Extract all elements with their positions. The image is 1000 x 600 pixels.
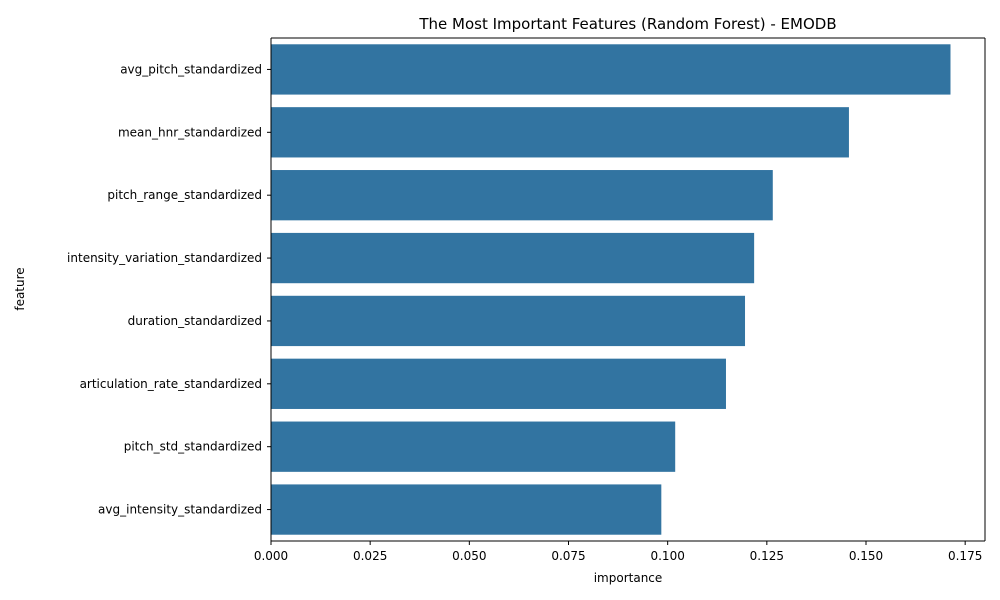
bar-avg_intensity_standardized <box>271 484 662 535</box>
y-tick-label: avg_pitch_standardized <box>120 62 262 76</box>
y-tick-label: intensity_variation_standardized <box>67 251 262 265</box>
x-axis-label: importance <box>594 571 663 585</box>
y-axis-label: feature <box>13 267 27 310</box>
x-tick-label: 0.175 <box>948 549 982 563</box>
x-axis-ticks: 0.000 0.025 0.050 0.075 0.100 0.125 0.150 0.175 <box>254 541 982 563</box>
chart-title: The Most Important Features (Random Fore… <box>418 15 836 33</box>
x-tick-label: 0.100 <box>650 549 684 563</box>
x-tick-label: 0.025 <box>353 549 387 563</box>
bar-mean_hnr_standardized <box>271 107 849 158</box>
bars-group <box>271 44 951 535</box>
y-tick-label: duration_standardized <box>128 314 262 328</box>
bar-articulation_rate_standardized <box>271 358 726 409</box>
bar-duration_standardized <box>271 295 746 347</box>
y-tick-label: mean_hnr_standardized <box>118 125 262 139</box>
y-tick-label: pitch_range_standardized <box>107 188 262 202</box>
x-tick-label: 0.125 <box>750 549 784 563</box>
x-tick-label: 0.150 <box>849 549 883 563</box>
x-tick-label: 0.050 <box>452 549 486 563</box>
bar-intensity_variation_standardized <box>271 232 755 284</box>
y-tick-label: articulation_rate_standardized <box>80 377 262 391</box>
y-tick-label: avg_intensity_standardized <box>98 503 262 517</box>
x-tick-label: 0.000 <box>254 549 288 563</box>
y-axis-ticks: avg_pitch_standardized mean_hnr_standardi… <box>67 62 271 517</box>
bar-pitch_range_standardized <box>271 170 773 221</box>
y-tick-label: pitch_std_standardized <box>124 440 262 454</box>
bar-pitch_std_standardized <box>271 421 676 472</box>
x-tick-label: 0.075 <box>551 549 585 563</box>
bar-avg_pitch_standardized <box>271 44 951 95</box>
